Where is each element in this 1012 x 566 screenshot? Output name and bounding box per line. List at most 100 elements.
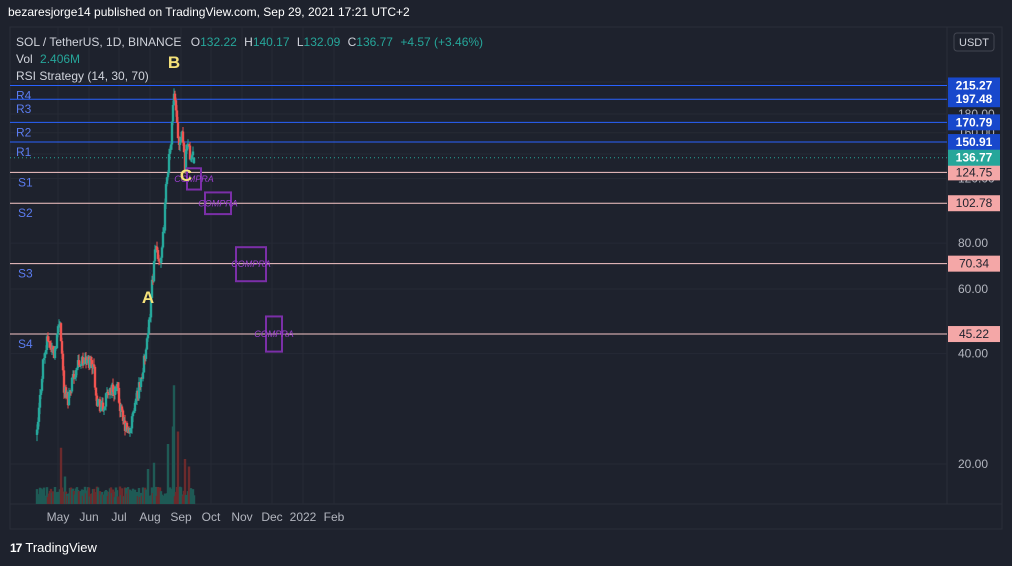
buy-zone-label: COMPRA <box>174 174 214 184</box>
candle-body <box>132 411 136 413</box>
wave-label: C <box>180 166 192 185</box>
support-label: S3 <box>18 267 33 281</box>
volume-bar <box>154 486 158 504</box>
volume-bars <box>35 385 196 504</box>
buy-zone-box <box>265 315 283 353</box>
candle-body <box>189 159 193 161</box>
x-tick-label: May <box>47 510 70 524</box>
buy-zone-label: COMPRA <box>231 259 271 269</box>
legend-l-value: 132.09 <box>304 35 341 49</box>
candle-body <box>106 391 110 394</box>
support-badge <box>948 326 1000 343</box>
candle-body <box>45 336 49 351</box>
candle-body <box>190 155 194 160</box>
candle-body <box>67 392 71 406</box>
svg-text:SOL / TetherUS, 1D, BINANCE: SOL / TetherUS, 1D, BINANCE O132.22 H140… <box>16 35 483 49</box>
candle-body <box>134 398 138 403</box>
support-badge-label: 124.75 <box>956 165 993 179</box>
plot-area[interactable] <box>9 26 948 505</box>
candle-body <box>145 338 149 350</box>
legend-vol-label: Vol <box>16 52 33 66</box>
candle-body <box>36 421 40 430</box>
tradingview-logo-icon: 17 <box>10 540 22 555</box>
candle-body <box>55 334 59 349</box>
candle-body <box>121 410 125 421</box>
last-price-label: 136.77 <box>956 151 993 165</box>
candle-body <box>103 406 107 410</box>
candle-body <box>111 384 115 392</box>
candle-body <box>185 147 189 151</box>
candle-body <box>47 341 51 343</box>
volume-bar <box>63 476 67 504</box>
candle-body <box>59 323 63 342</box>
resistance-label: R2 <box>16 125 32 139</box>
buy-zone-label: COMPRA <box>198 198 238 208</box>
candle-body <box>163 202 167 231</box>
candle-body <box>44 350 48 353</box>
candle-body <box>182 142 186 153</box>
candle-body <box>156 250 160 259</box>
candle-body <box>168 149 172 155</box>
candle-body <box>96 399 100 406</box>
y-tick-label: 20.00 <box>958 457 988 471</box>
candle-body <box>42 358 46 360</box>
candle-body <box>57 324 61 327</box>
legend-l-label: L <box>297 35 304 49</box>
legend-h-label: H <box>244 35 253 49</box>
legend-change: +4.57 (+3.46%) <box>400 35 483 49</box>
candle-body <box>171 104 175 122</box>
svg-text:Vol 2.406M: Vol 2.406M <box>16 52 80 66</box>
support-badge-label: 102.78 <box>956 196 993 210</box>
candle-body <box>70 377 74 392</box>
volume-bar <box>146 469 150 504</box>
candle-body <box>155 246 159 251</box>
resistance-badge-label: 197.48 <box>956 92 993 106</box>
volume-bar <box>152 462 156 504</box>
candle-body <box>114 386 118 389</box>
candle-body <box>88 358 92 368</box>
candle-body <box>94 387 98 396</box>
candle-body <box>56 326 60 335</box>
time-axis: May Jun Jul Aug Sep Oct Nov Dec 2022 Feb <box>47 510 345 524</box>
time-axis-panel <box>9 503 1003 530</box>
buy-zones: COMPRA COMPRA COMPRA COMPRA <box>174 167 294 353</box>
candle-body <box>41 359 45 379</box>
resistance-badge <box>948 114 1000 131</box>
candle-body <box>150 279 154 298</box>
resistance-label: R3 <box>16 102 32 116</box>
resistance-label: R1 <box>16 145 32 159</box>
wave-labels: A B C <box>142 53 192 307</box>
volume-bar <box>45 487 49 504</box>
support-badge <box>948 255 1000 272</box>
candle-body <box>166 172 170 178</box>
resistance-badge <box>948 91 1000 108</box>
currency-button[interactable]: USDT <box>953 32 995 52</box>
candle-body <box>53 348 57 359</box>
candle-body <box>62 370 66 393</box>
candle-body <box>38 394 42 408</box>
buy-zone-box <box>186 167 202 191</box>
legend-h-value: 140.17 <box>253 35 290 49</box>
volume-bar <box>187 466 191 504</box>
candle-body <box>161 231 165 248</box>
footer-brand[interactable]: 17 TradingView <box>10 540 97 555</box>
grid <box>10 27 947 504</box>
candle-body <box>125 422 129 432</box>
x-tick-label: Aug <box>139 510 160 524</box>
last-price-badge <box>948 149 1000 166</box>
candle-body <box>82 363 86 365</box>
candle-body <box>130 416 134 429</box>
support-label: S2 <box>18 206 33 220</box>
support-label: S1 <box>18 175 33 189</box>
resistance-badge <box>948 77 1000 94</box>
candle-body <box>131 412 135 417</box>
candle-body <box>169 144 173 150</box>
candle-body <box>177 138 181 145</box>
candle-body <box>60 341 64 354</box>
candle-body <box>160 247 164 258</box>
candle-body <box>170 121 174 145</box>
candle-body <box>147 319 151 334</box>
candle-body <box>129 428 133 430</box>
candle-body <box>174 100 178 111</box>
